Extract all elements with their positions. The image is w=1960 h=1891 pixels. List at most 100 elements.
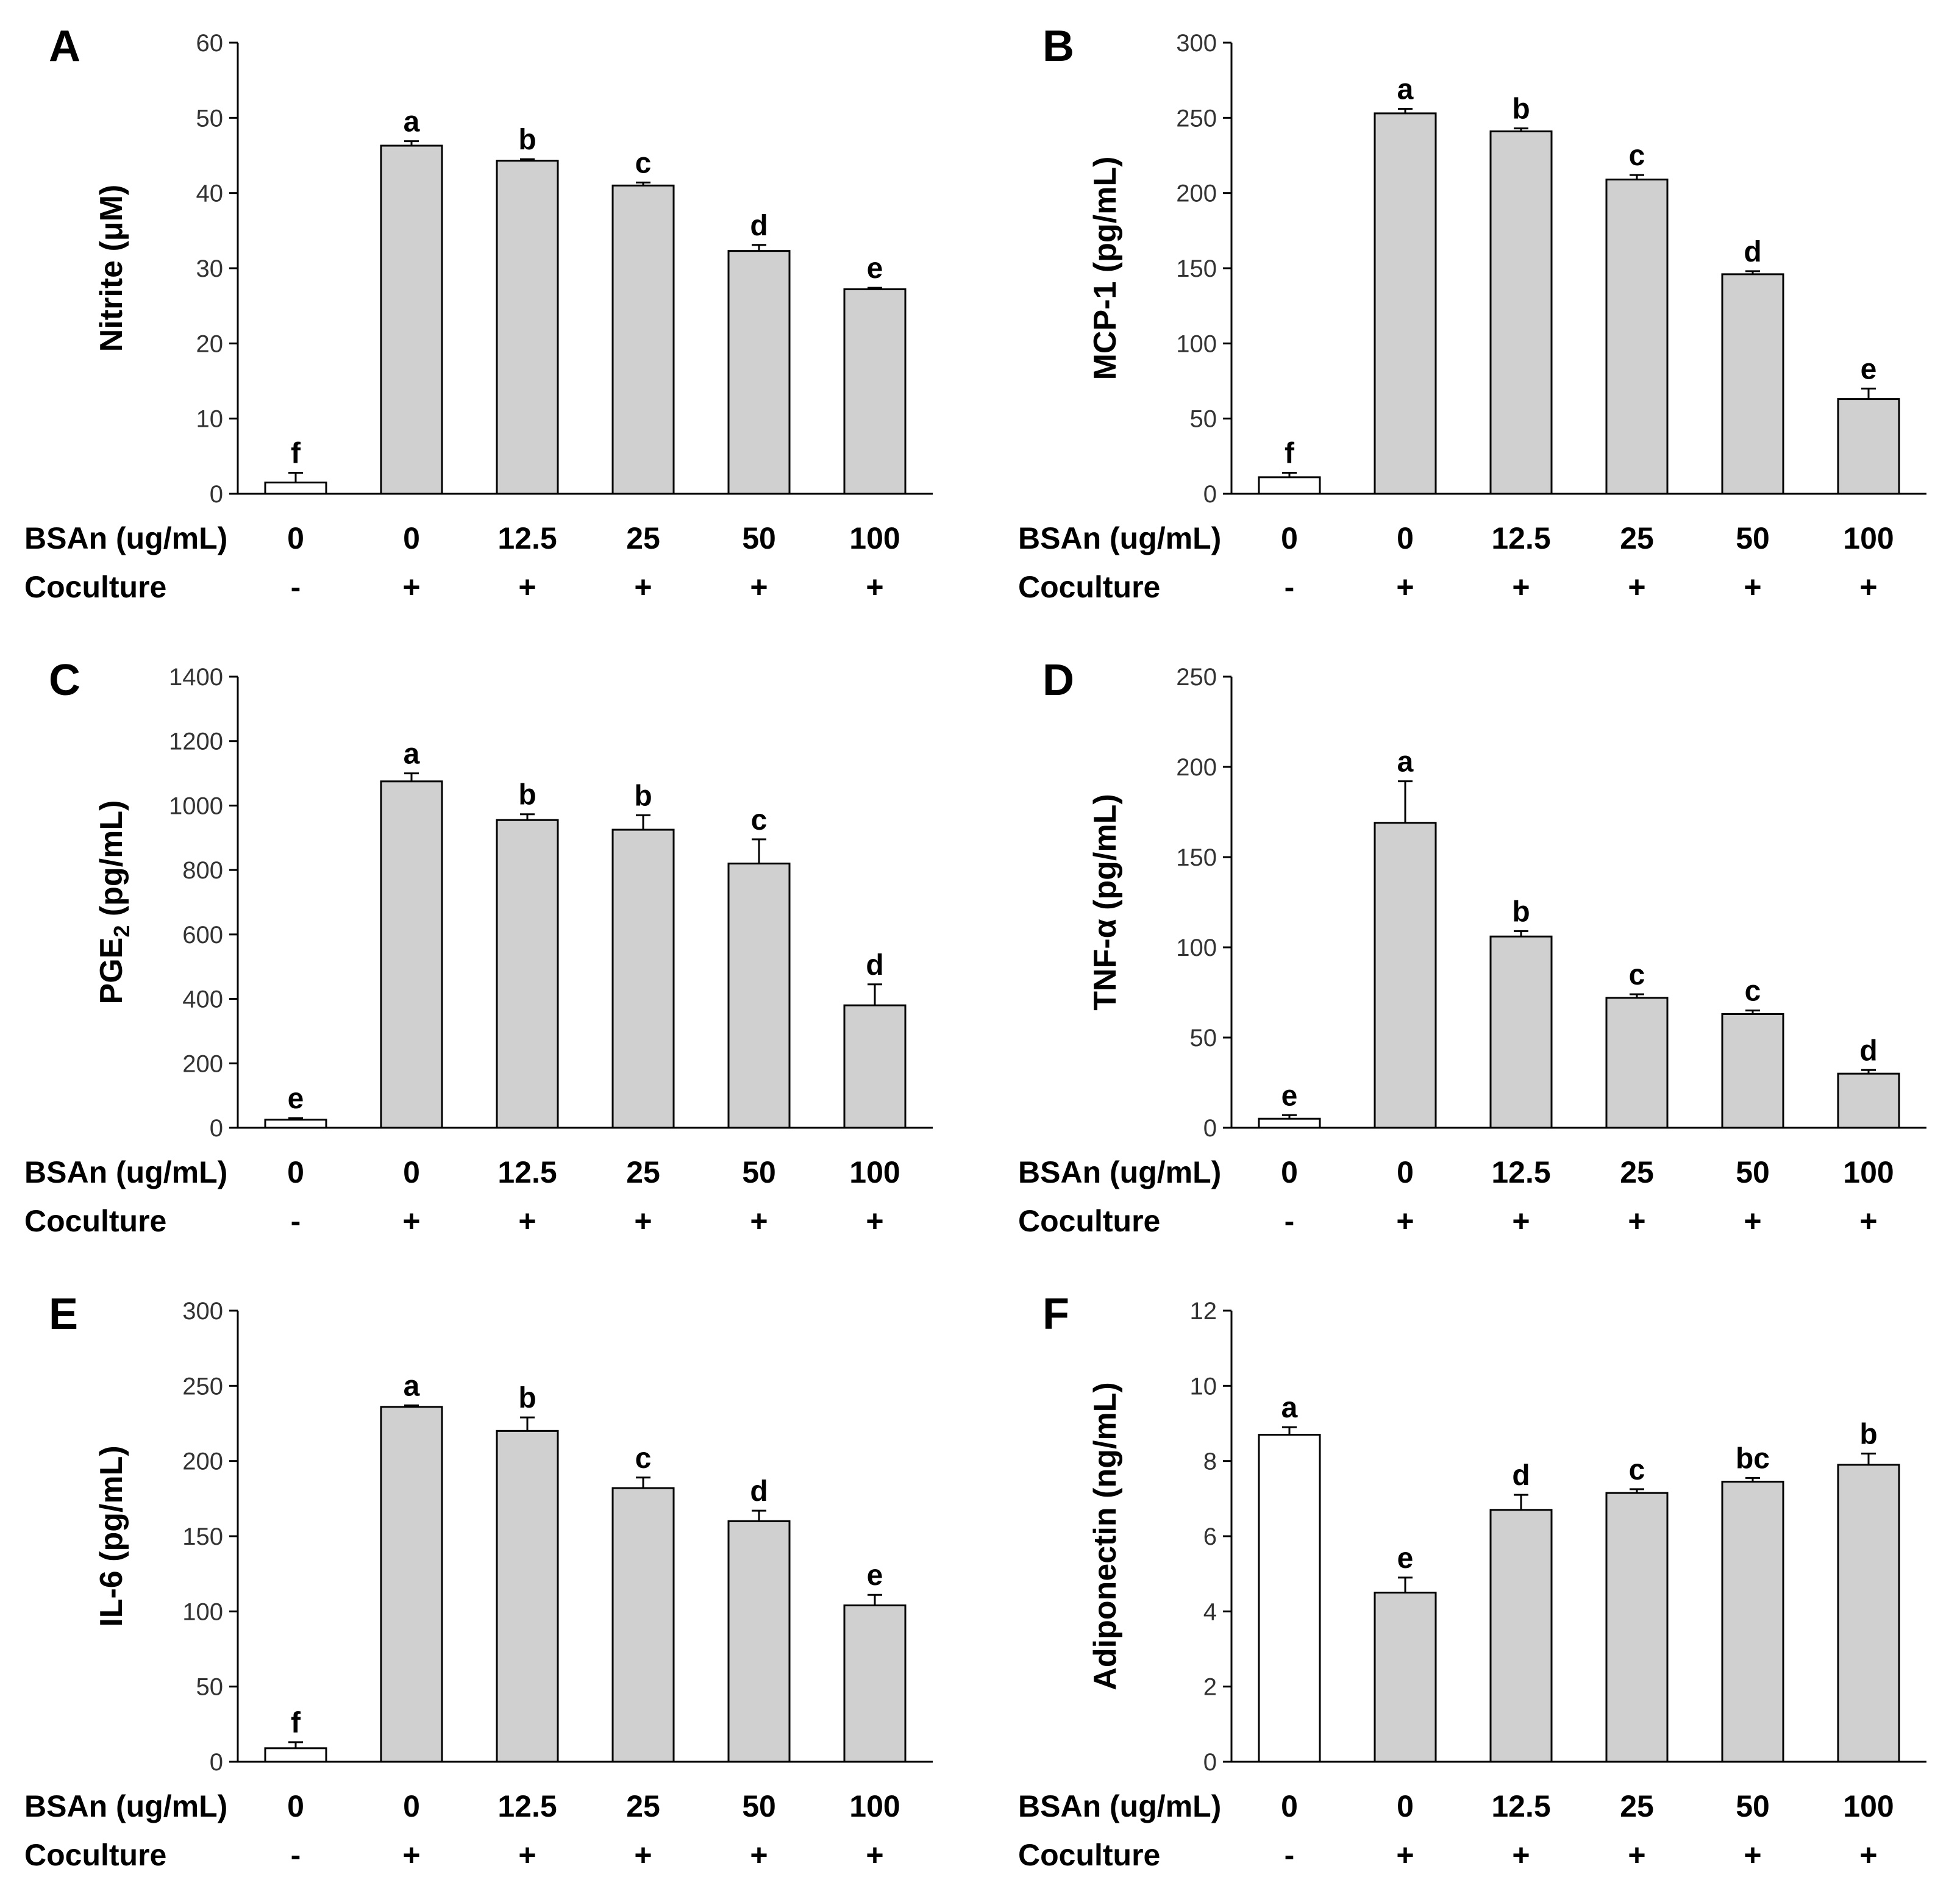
bsan-dose-label: 100 — [849, 521, 900, 555]
coculture-sign-label: - — [291, 1204, 301, 1238]
y-tick-label: 10 — [1190, 1373, 1217, 1400]
coculture-sign-label: - — [291, 1838, 301, 1872]
chart-svg: A Nitrite (μM) 0 10 20 30 40 50 60 BSAn (ug/mL) Co… — [24, 22, 933, 604]
significance-label: b — [634, 780, 652, 812]
significance-label: d — [1859, 1035, 1877, 1067]
bar — [1374, 822, 1437, 1129]
bsan-dose-label: 0 — [403, 521, 420, 555]
y-axis-label-main: MCP-1 (pg/mL) — [1088, 157, 1123, 380]
bsan-dose-label: 0 — [1281, 521, 1298, 555]
bsan-dose-label: 12.5 — [497, 1155, 557, 1189]
coculture-sign-label: - — [1285, 1838, 1295, 1872]
coculture-sign-label: + — [402, 1838, 420, 1872]
bsan-dose-label: 12.5 — [1491, 521, 1550, 555]
coculture-sign-label: + — [1628, 1838, 1645, 1872]
y-axis-label: Nitrite (μM) — [94, 185, 129, 352]
bsan-dose-label: 50 — [742, 1789, 776, 1823]
coculture-sign-label: + — [1744, 1204, 1761, 1238]
y-tick-label: 250 — [1176, 105, 1217, 132]
coculture-sign-label: + — [1396, 1204, 1414, 1238]
coculture-sign-label: + — [402, 570, 420, 604]
y-tick-label: 100 — [182, 1598, 223, 1625]
bar — [496, 819, 559, 1129]
coculture-row-label: Coculture — [24, 570, 166, 604]
bar — [264, 1747, 327, 1763]
y-axis-label-main: IL-6 (pg/mL) — [94, 1445, 129, 1627]
bsan-dose-label: 12.5 — [497, 521, 557, 555]
y-tick-label: 150 — [1176, 255, 1217, 282]
bar — [611, 1487, 675, 1763]
significance-label: c — [1745, 975, 1761, 1008]
coculture-sign-label: + — [1512, 1838, 1530, 1872]
bsan-dose-label: 100 — [849, 1155, 900, 1189]
bsan-row-label: BSAn (ug/mL) — [1018, 1789, 1221, 1823]
bar — [1837, 398, 1900, 495]
significance-label: a — [404, 106, 420, 138]
y-tick-label: 0 — [1203, 1749, 1217, 1776]
bsan-dose-label: 50 — [742, 1155, 776, 1189]
y-tick-label: 0 — [210, 1749, 223, 1776]
significance-label: c — [1629, 959, 1645, 991]
bsan-dose-label: 25 — [626, 1789, 660, 1823]
coculture-sign-label: + — [402, 1204, 420, 1238]
y-tick-label: 100 — [1176, 935, 1217, 961]
y-tick-label: 20 — [196, 330, 224, 357]
panel-c-pge2-chart: C PGE2 (pg/mL) 0 200 400 600 800 1000 1200 1400 BS… — [12, 646, 963, 1256]
bar — [1258, 476, 1321, 495]
bsan-row-label: BSAn (ug/mL) — [1018, 1155, 1221, 1189]
y-axis-label-main: Adiponectin (ng/mL) — [1088, 1382, 1123, 1690]
coculture-sign-label: + — [1628, 1204, 1645, 1238]
coculture-sign-label: - — [1285, 570, 1295, 604]
bsan-dose-label: 0 — [403, 1155, 420, 1189]
significance-label: b — [1512, 896, 1530, 928]
y-axis-label-main: PGE — [94, 938, 129, 1005]
coculture-sign-label: + — [1512, 1204, 1530, 1238]
coculture-sign-label: + — [1859, 1838, 1877, 1872]
panel-letter: E — [49, 1290, 78, 1339]
bar — [1721, 273, 1784, 495]
bsan-dose-label: 25 — [626, 521, 660, 555]
panel-letter: C — [49, 656, 80, 705]
coculture-sign-label: + — [1512, 570, 1530, 604]
bar — [264, 482, 327, 495]
y-tick-label: 50 — [196, 1674, 224, 1701]
y-tick-label: 6 — [1203, 1523, 1217, 1550]
bar — [1837, 1072, 1900, 1129]
coculture-sign-label: + — [518, 570, 536, 604]
panel-d-tnf-alpha-chart: D TNF-α (pg/mL) 0 50 100 150 200 250 BSAn (ug/mL… — [1006, 646, 1957, 1256]
significance-label: c — [635, 1442, 652, 1475]
y-tick-label: 150 — [182, 1523, 223, 1550]
bar — [496, 160, 559, 495]
y-tick-label: 150 — [1176, 844, 1217, 871]
coculture-sign-label: - — [291, 570, 301, 604]
panel-a-nitrite-chart: A Nitrite (μM) 0 10 20 30 40 50 60 BSAn (ug/mL) Co… — [12, 12, 963, 622]
significance-label: e — [1281, 1080, 1298, 1112]
coculture-sign-label: + — [866, 1838, 883, 1872]
bsan-dose-label: 25 — [1620, 1155, 1654, 1189]
bsan-dose-label: 25 — [626, 1155, 660, 1189]
bar — [380, 144, 443, 495]
significance-label: d — [1512, 1459, 1530, 1492]
bar — [1258, 1117, 1321, 1129]
bsan-dose-label: 100 — [1843, 1155, 1894, 1189]
bar — [1721, 1013, 1784, 1129]
bar — [1605, 178, 1669, 495]
bar — [1258, 1434, 1321, 1763]
coculture-sign-label: + — [1859, 1204, 1877, 1238]
bar — [1605, 1492, 1669, 1763]
coculture-sign-label: + — [1396, 1838, 1414, 1872]
significance-label: b — [518, 124, 536, 156]
y-tick-label: 100 — [1176, 330, 1217, 357]
bsan-dose-label: 0 — [1281, 1789, 1298, 1823]
coculture-sign-label: + — [750, 1838, 768, 1872]
bar — [843, 1004, 907, 1129]
y-tick-label: 40 — [196, 180, 224, 207]
y-tick-label: 200 — [1176, 180, 1217, 207]
coculture-row-label: Coculture — [1018, 1204, 1160, 1238]
y-tick-label: 1000 — [169, 792, 223, 819]
bsan-dose-label: 0 — [1397, 1789, 1414, 1823]
bsan-dose-label: 0 — [1397, 521, 1414, 555]
coculture-sign-label: - — [1285, 1204, 1295, 1238]
panel-letter: D — [1042, 656, 1074, 705]
